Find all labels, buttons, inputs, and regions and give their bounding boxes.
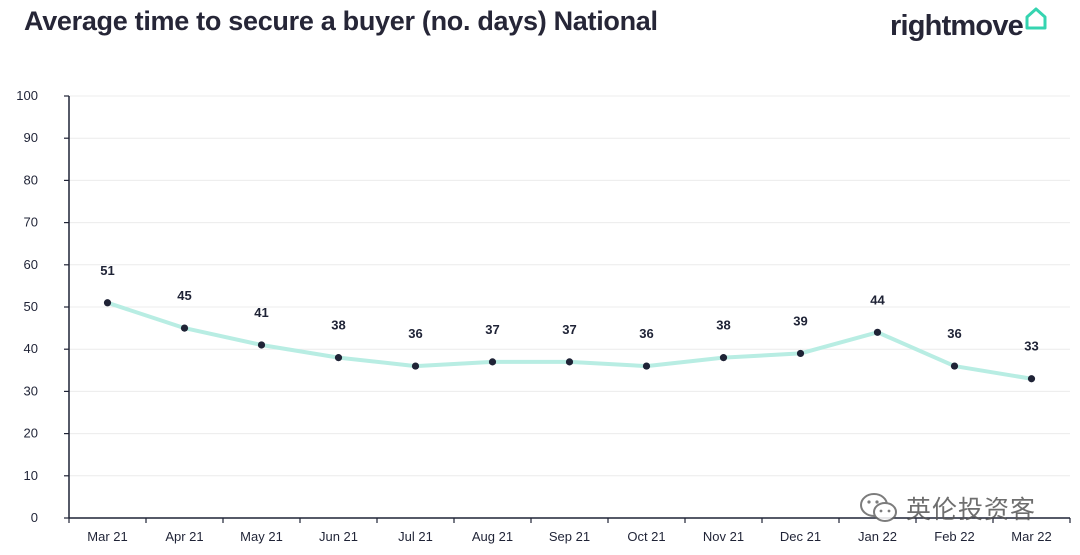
x-tick-label: Mar 22: [1011, 529, 1051, 544]
x-tick-label: Jul 21: [398, 529, 433, 544]
y-tick-label: 10: [24, 468, 38, 483]
series-line: [105, 300, 1034, 381]
y-tick-label: 20: [24, 426, 38, 441]
y-tick-labels: 0 10 20 30 40 50 60 70 80 90 100: [16, 88, 38, 525]
data-point: [719, 354, 728, 362]
watermark-text: 英伦投资客: [906, 495, 1037, 524]
data-label: 38: [331, 318, 345, 333]
y-tick-label: 30: [24, 383, 38, 398]
x-tick-label: Oct 21: [627, 529, 665, 544]
x-tick-label: Jun 21: [319, 529, 358, 544]
x-tick-label: Nov 21: [703, 529, 744, 544]
data-label: 33: [1024, 339, 1038, 354]
x-tick-label: May 21: [240, 529, 283, 544]
data-point: [873, 328, 882, 336]
data-point: [257, 341, 266, 349]
y-tick-label: 70: [24, 215, 38, 230]
axes: [64, 95, 1071, 523]
data-point: [180, 324, 189, 332]
data-label: 41: [254, 305, 268, 320]
data-label: 51: [100, 263, 114, 278]
data-label: 37: [485, 322, 499, 337]
data-point: [796, 349, 805, 358]
house-outline-icon: [1025, 7, 1047, 30]
data-label: 45: [177, 288, 191, 303]
rightmove-logo: rightmove: [890, 7, 1048, 44]
y-tick-label: 90: [24, 130, 38, 145]
brand-name: rightmove: [890, 10, 1024, 42]
data-point: [950, 362, 959, 370]
x-tick-label: Feb 22: [934, 529, 974, 544]
x-tick-label: Jan 22: [858, 529, 897, 544]
data-point: [334, 354, 343, 362]
data-point: [642, 362, 651, 370]
chart-title: Average time to secure a buyer (no. days…: [24, 6, 658, 36]
data-point: [103, 299, 112, 307]
data-label: 44: [870, 292, 885, 307]
y-tick-label: 0: [31, 510, 38, 525]
data-point: [565, 358, 574, 366]
x-tick-label: Dec 21: [780, 529, 821, 544]
data-label: 36: [408, 326, 422, 341]
y-tick-label: 60: [24, 257, 38, 272]
wechat-icon: [860, 493, 897, 522]
y-tick-label: 50: [24, 299, 38, 314]
x-tick-labels: Mar 21 Apr 21 May 21 Jun 21 Jul 21 Aug 21 Sep …: [87, 529, 1051, 544]
x-tick-label: Aug 21: [472, 529, 513, 544]
data-label: 36: [947, 326, 961, 341]
data-point: [488, 358, 497, 366]
x-tick-label: Apr 21: [165, 529, 203, 544]
watermark: 英伦投资客: [858, 488, 1036, 528]
x-tick-label: Sep 21: [549, 529, 590, 544]
data-label: 39: [793, 313, 807, 328]
data-label: 37: [562, 322, 576, 337]
x-tick-label: Mar 21: [87, 529, 127, 544]
data-label: 38: [716, 318, 730, 333]
y-tick-label: 80: [24, 172, 38, 187]
y-tick-label: 40: [24, 341, 38, 356]
series: [103, 299, 1036, 383]
grid-lines: [69, 95, 1070, 477]
y-tick-label: 100: [16, 88, 38, 103]
data-point: [411, 362, 420, 370]
data-point: [1027, 375, 1036, 383]
data-label: 36: [639, 326, 653, 341]
data-labels: 51 45 41 38 36 37 37 36 38 39 44 36 33: [100, 263, 1038, 354]
